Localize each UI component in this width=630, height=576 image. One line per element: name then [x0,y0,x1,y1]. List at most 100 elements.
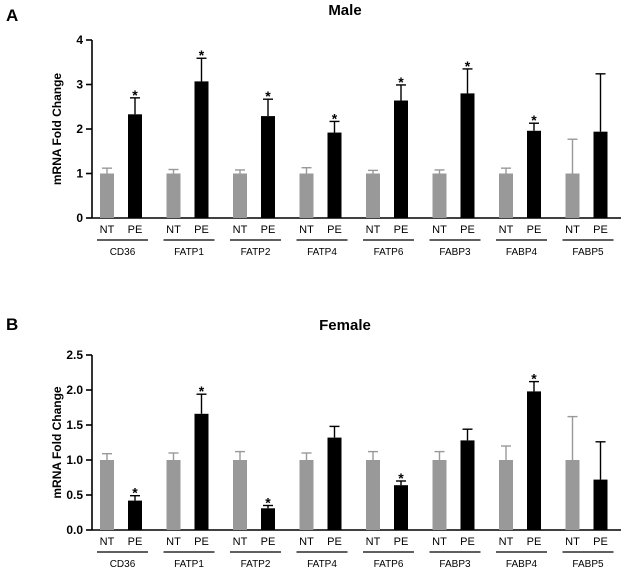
panel-b-significance-star-fabp4: * [531,371,537,387]
panel-a-y-tick-label: 3 [76,78,83,92]
panel-b-category-label-cd36: CD36 [110,559,136,570]
panel-a-bar-pe-cd36 [128,114,142,218]
panel-a-significance-star-fatp4: * [332,110,338,126]
panel-b-x-tick-label-nt: NT [299,536,314,548]
panel-a-y-tick-label: 2 [76,122,83,136]
panel-b-category-label-fatp4: FATP4 [307,559,337,570]
panel-b-x-tick-label-nt: NT [100,536,115,548]
panel-b-x-tick-label-pe: PE [593,536,608,548]
panel-a-x-tick-label-pe: PE [128,224,143,236]
panel-a-bar-nt-fatp4 [299,173,314,218]
panel-a-x-tick-label-pe: PE [593,224,608,236]
panel-a-x-tick-label-pe: PE [394,224,409,236]
panel-a-x-tick-label-nt: NT [499,224,514,236]
panel-b-x-tick-label-nt: NT [499,536,514,548]
panel-a-category-label-fabp3: FABP3 [439,247,471,258]
panel-b-bar-pe-fatp2 [261,508,275,530]
panel-a-bar-pe-fatp1 [194,81,209,218]
panel-b-significance-star-cd36: * [132,485,138,501]
panel-b-y-tick-label: 2.0 [66,383,83,397]
panel-b-bar-pe-fatp4 [327,437,342,530]
panel-a-x-tick-label-pe: PE [327,224,342,236]
panel-b-x-tick-label-pe: PE [460,536,475,548]
panel-a-significance-star-fabp4: * [531,112,537,128]
panel-b-x-tick-label-nt: NT [565,536,580,548]
panel-b-bar-pe-fabp5 [593,479,608,530]
panel-b-bar-pe-fatp1 [194,413,209,530]
panel-b-x-tick-label-nt: NT [432,536,447,548]
panel-b-y-tick-label: 2.5 [66,348,83,362]
panel-b-category-label-fatp2: FATP2 [241,559,271,570]
panel-b-category-label-fabp4: FABP4 [506,559,538,570]
panel-b-bar-nt-fatp4 [299,460,314,530]
panel-a-significance-star-fabp3: * [465,58,471,74]
panel-b-bar-nt-fatp2 [233,460,247,530]
panel-b-y-tick-label: 0.5 [66,488,83,502]
panel-a-x-tick-label-nt: NT [432,224,447,236]
panel-a-bar-nt-fatp1 [166,173,181,218]
panel-a-significance-star-fatp1: * [199,47,205,63]
panel-a-significance-star-cd36: * [132,87,138,103]
panel-a-bar-pe-fabp4 [527,130,541,218]
panel-a-bar-pe-fatp4 [327,132,342,218]
panel-b-x-tick-label-nt: NT [366,536,381,548]
panel-b-bar-pe-fabp3 [460,440,475,530]
panel-a-category-label-fatp1: FATP1 [174,247,204,258]
panel-a-x-tick-label-nt: NT [233,224,248,236]
panel-b-x-tick-label-pe: PE [527,536,542,548]
panel-a-bar-nt-fabp5 [565,173,580,218]
panel-b-bar-nt-fatp1 [166,460,181,530]
panel-b-bar-nt-fatp6 [366,460,380,530]
panel-a-bar-pe-fabp5 [593,131,608,218]
panel-b-bar-nt-cd36 [100,460,114,530]
panel-b-x-tick-label-pe: PE [194,536,209,548]
panel-b-category-label-fatp1: FATP1 [174,559,204,570]
panel-b-y-axis-label: mRNA Fold Change [50,386,64,499]
panel-a-x-tick-label-nt: NT [366,224,381,236]
panel-b-x-tick-label-pe: PE [327,536,342,548]
panel-a-bar-nt-fabp3 [432,173,447,218]
panel-a-bar-nt-fabp4 [499,173,513,218]
panel-a-y-tick-label: 1 [76,167,83,181]
panel-a-x-tick-label-nt: NT [565,224,580,236]
panel-b-x-tick-label-pe: PE [128,536,143,548]
panel-a-category-label-fatp6: FATP6 [374,247,404,258]
panel-a-category-label-fabp5: FABP5 [572,247,604,258]
panel-a-y-tick-label: 4 [76,33,83,47]
panel-a-x-tick-label-nt: NT [299,224,314,236]
panel-b-y-tick-label: 0.0 [66,523,83,537]
panel-b-x-tick-label-pe: PE [394,536,409,548]
panel-a-bar-pe-fatp2 [261,116,275,218]
panel-b-significance-star-fatp2: * [265,495,271,511]
panel-a-category-label-fatp4: FATP4 [307,247,337,258]
panel-a-category-label-fabp4: FABP4 [506,247,538,258]
panel-b-y-tick-label: 1.0 [66,453,83,467]
panel-a-title: Male [328,2,361,19]
panel-b-bar-pe-fabp4 [527,391,541,530]
panel-a-x-tick-label-nt: NT [166,224,181,236]
panel-a-x-tick-label-pe: PE [261,224,276,236]
panel-b-bar-pe-fatp6 [394,485,408,530]
panel-b-x-tick-label-nt: NT [233,536,248,548]
panel-a-y-axis-label: mRNA Fold Change [50,73,64,186]
panel-b-bar-pe-cd36 [128,500,142,530]
panel-b-category-label-fabp3: FABP3 [439,559,471,570]
panel-b-x-tick-label-nt: NT [166,536,181,548]
panel-b-bar-nt-fabp3 [432,460,447,530]
panel-b-x-tick-label-pe: PE [261,536,276,548]
panel-a-bar-nt-fatp6 [366,173,380,218]
panel-a-bar-nt-fatp2 [233,173,247,218]
panel-b-title: Female [319,317,371,334]
panel-b-category-label-fabp5: FABP5 [572,559,604,570]
panel-a-bar-pe-fabp3 [460,93,475,218]
panel-a-x-tick-label-nt: NT [100,224,115,236]
panel-a-bar-nt-cd36 [100,173,114,218]
panel-a-y-tick-label: 0 [76,211,83,225]
panel-a-x-tick-label-pe: PE [527,224,542,236]
panel-a-bar-pe-fatp6 [394,100,408,218]
panel-b-bar-nt-fabp4 [499,460,513,530]
panel-a-significance-star-fatp2: * [265,88,271,104]
panel-b-category-label-fatp6: FATP6 [374,559,404,570]
panel-b-significance-star-fatp1: * [199,383,205,399]
